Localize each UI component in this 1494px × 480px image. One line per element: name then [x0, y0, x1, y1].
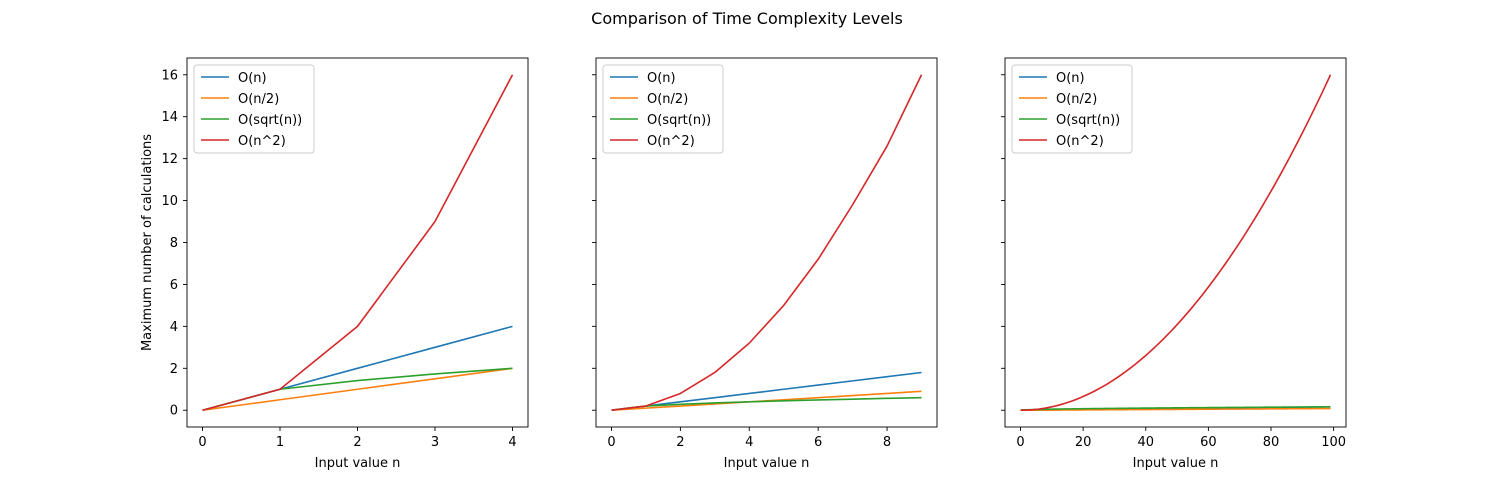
legend-label: O(sqrt(n))	[647, 113, 711, 128]
x-tick-label: 8	[883, 435, 891, 450]
series-line-o-sqrt-n	[611, 396, 922, 412]
series-line-o-n-2	[611, 74, 923, 412]
y-tick-label: 16	[161, 68, 178, 83]
y-tick-label: 0	[170, 404, 178, 419]
x-axis-label: Input value n	[1133, 456, 1219, 471]
x-tick-label: 0	[1016, 435, 1024, 450]
legend-label: O(sqrt(n))	[238, 113, 302, 128]
x-tick-label: 2	[676, 435, 684, 450]
x-tick-label: 1	[276, 435, 284, 450]
x-axis-label: Input value n	[724, 456, 810, 471]
legend-box	[193, 64, 315, 154]
series-line-o-n	[611, 371, 922, 412]
legend-label: O(n^2)	[1056, 134, 1104, 149]
legend-label: O(n)	[647, 71, 676, 86]
legend-box	[1011, 64, 1133, 154]
legend-label: O(n^2)	[647, 134, 695, 149]
y-tick-label: 14	[161, 110, 178, 125]
legend-box	[602, 64, 724, 154]
x-tick-label: 4	[508, 435, 516, 450]
y-axis-label: Maximum number of calculations	[140, 134, 155, 351]
y-tick-label: 12	[161, 152, 178, 167]
x-tick-label: 0	[198, 435, 206, 450]
x-tick-label: 100	[1321, 435, 1346, 450]
x-tick-label: 0	[607, 435, 615, 450]
y-tick-label: 4	[170, 320, 178, 335]
x-tick-label: 3	[431, 435, 439, 450]
legend-label: O(n/2)	[647, 92, 688, 107]
series-line-o-n-2	[202, 74, 514, 412]
subplot-3: 0 20 40 60 80 100 Input value n O(n) O(n/2) O(sqr…	[1001, 57, 1347, 471]
legend-label: O(n)	[238, 71, 267, 86]
x-tick-label: 4	[745, 435, 753, 450]
x-tick-label: 60	[1200, 435, 1217, 450]
series-line-o-n-2	[1020, 407, 1331, 412]
legend: O(n) O(n/2) O(sqrt(n)) O(n^2)	[602, 64, 724, 154]
x-tick-label: 2	[353, 435, 361, 450]
legend: O(n) O(n/2) O(sqrt(n)) O(n^2)	[193, 64, 315, 154]
series-line-o-n-2	[202, 367, 513, 412]
legend-label: O(n^2)	[238, 134, 286, 149]
x-tick-label: 20	[1075, 435, 1092, 450]
x-tick-label: 40	[1137, 435, 1154, 450]
y-tick-label: 2	[170, 362, 178, 377]
y-tick-label: 6	[170, 278, 178, 293]
series-line-o-n-2	[1020, 74, 1332, 412]
legend-label: O(n/2)	[238, 92, 279, 107]
series-line-o-sqrt-n	[1020, 406, 1331, 412]
legend-label: O(n/2)	[1056, 92, 1097, 107]
figure-title: Comparison of Time Complexity Levels	[591, 9, 903, 28]
y-tick-label: 8	[170, 236, 178, 251]
legend-label: O(n)	[1056, 71, 1085, 86]
x-axis-label: Input value n	[315, 456, 401, 471]
legend-label: O(sqrt(n))	[1056, 113, 1120, 128]
legend: O(n) O(n/2) O(sqrt(n)) O(n^2)	[1011, 64, 1133, 154]
x-tick-label: 80	[1263, 435, 1280, 450]
y-tick-label: 10	[161, 194, 178, 209]
x-tick-label: 6	[814, 435, 822, 450]
